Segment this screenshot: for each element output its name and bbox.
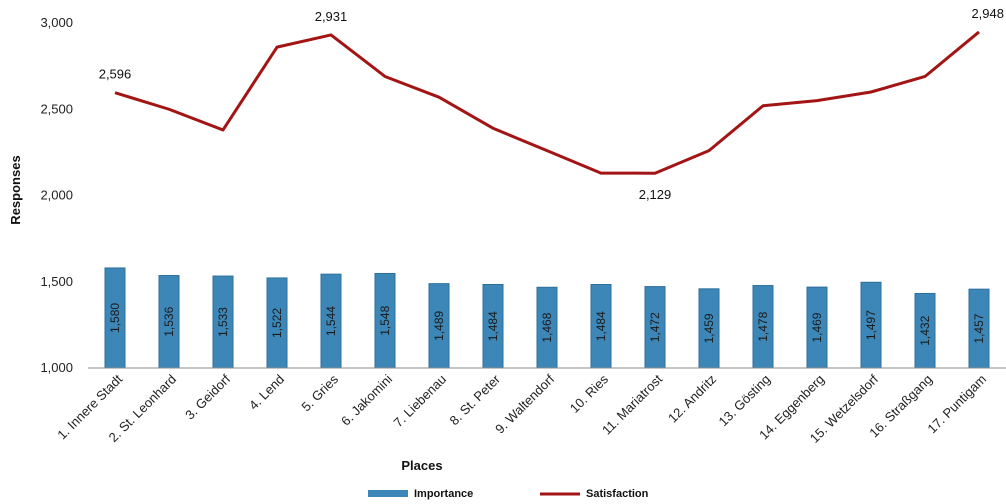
y-axis: 1,000 1,500 2,000 2,500 3,000 xyxy=(40,15,73,375)
satisfaction-line xyxy=(114,30,980,175)
satisfaction-line-group: 2,596 2,931 2,129 2,948 xyxy=(99,6,1004,202)
legend-swatch-importance xyxy=(368,490,408,497)
importance-value-label: 1,548 xyxy=(378,305,392,335)
x-tick-label: 6. Jakomini xyxy=(338,371,395,428)
x-tick-label: 3. Geidorf xyxy=(182,371,233,422)
x-tick-label: 4. Lend xyxy=(246,372,287,413)
importance-value-label: 1,457 xyxy=(972,313,986,343)
y-tick-label: 3,000 xyxy=(40,15,73,30)
satisfaction-value-label: 2,948 xyxy=(971,6,1004,21)
x-tick-label: 10. Ries xyxy=(567,371,612,416)
x-tick-label: 13. Gösting xyxy=(715,372,773,430)
x-tick-label: 5. Gries xyxy=(298,371,341,414)
legend-label-satisfaction: Satisfaction xyxy=(586,488,649,500)
y-tick-label: 2,000 xyxy=(40,188,73,203)
x-axis-title: Places xyxy=(401,458,442,473)
satisfaction-value-label: 2,596 xyxy=(99,67,132,82)
y-tick-label: 2,500 xyxy=(40,101,73,116)
importance-value-label: 1,580 xyxy=(108,303,122,333)
satisfaction-value-label: 2,931 xyxy=(315,9,348,24)
importance-value-label: 1,484 xyxy=(594,311,608,341)
importance-value-label: 1,469 xyxy=(810,312,824,342)
importance-value-label: 1,432 xyxy=(918,315,932,345)
x-tick-label: 8. St. Peter xyxy=(447,371,504,428)
legend-label-importance: Importance xyxy=(414,488,473,500)
y-tick-label: 1,000 xyxy=(40,360,73,375)
importance-value-label: 1,536 xyxy=(162,306,176,336)
x-tick-label: 7. Liebenau xyxy=(390,372,449,431)
importance-value-label: 1,522 xyxy=(270,308,284,338)
importance-value-label: 1,497 xyxy=(864,310,878,340)
importance-value-label: 1,489 xyxy=(432,310,446,340)
importance-value-label: 1,533 xyxy=(216,307,230,337)
legend: Importance Satisfaction xyxy=(368,488,649,500)
importance-value-label: 1,472 xyxy=(648,312,662,342)
importance-bars: 1,580 1,536 1,533 1,522 1,544 1,548 1,489 1,484… xyxy=(104,267,990,369)
satisfaction-value-label: 2,129 xyxy=(639,187,672,202)
importance-value-label: 1,478 xyxy=(756,311,770,341)
importance-value-label: 1,459 xyxy=(702,313,716,343)
importance-value-label: 1,468 xyxy=(540,312,554,342)
y-tick-label: 1,500 xyxy=(40,274,73,289)
x-tick-label: 12. Andritz xyxy=(665,372,719,426)
y-axis-title: Responses xyxy=(8,155,23,224)
importance-value-label: 1,484 xyxy=(486,311,500,341)
importance-value-label: 1,544 xyxy=(324,306,338,336)
